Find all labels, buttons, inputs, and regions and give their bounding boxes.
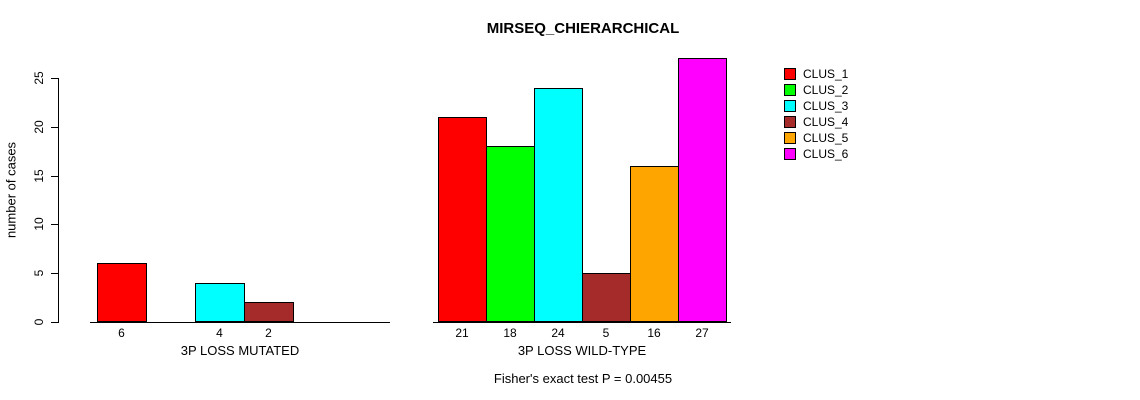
bar-clus_1-group1 <box>97 263 147 322</box>
legend-item-clus_6: CLUS_6 <box>784 146 848 162</box>
x-axis-line <box>90 322 390 323</box>
bar-clus_4-group2 <box>582 273 631 322</box>
y-axis-tick-label: 0 <box>32 318 46 326</box>
y-axis-tick-label: 20 <box>32 120 46 134</box>
group-label: 3P LOSS MUTATED <box>180 343 300 358</box>
legend-swatch-clus_3 <box>784 100 796 112</box>
legend-swatch-clus_2 <box>784 84 796 96</box>
legend-item-clus_5: CLUS_5 <box>784 130 848 146</box>
y-axis-tick <box>51 127 58 128</box>
annotation-fisher-test: Fisher's exact test P = 0.00455 <box>493 371 673 386</box>
bar-clus_2-group2 <box>486 146 535 322</box>
x-axis-line <box>433 322 731 323</box>
legend-label: CLUS_1 <box>803 67 849 81</box>
y-axis-tick-label: 15 <box>32 169 46 183</box>
legend-item-clus_2: CLUS_2 <box>784 82 848 98</box>
bar-value-label: 18 <box>503 326 517 340</box>
bar-clus_4-group1 <box>244 302 294 322</box>
legend-item-clus_1: CLUS_1 <box>784 66 848 82</box>
y-axis-line <box>58 78 59 323</box>
bar-value-label: 2 <box>265 326 272 340</box>
y-axis-label: number of cases <box>3 141 19 239</box>
bar-value-label: 27 <box>695 326 709 340</box>
bar-clus_6-group2 <box>678 58 727 322</box>
legend-item-clus_4: CLUS_4 <box>784 114 848 130</box>
bar-value-label: 6 <box>118 326 125 340</box>
bar-clus_1-group2 <box>438 117 487 322</box>
legend-swatch-clus_1 <box>784 68 796 80</box>
group-label: 3P LOSS WILD-TYPE <box>517 343 647 358</box>
legend-label: CLUS_2 <box>803 83 849 97</box>
y-axis-tick-label: 25 <box>32 71 46 85</box>
y-axis-tick <box>51 78 58 79</box>
y-axis-tick-label: 10 <box>32 217 46 231</box>
legend: CLUS_1 CLUS_2 CLUS_3 CLUS_4 CLUS_5 CLUS_6 <box>784 66 848 162</box>
legend-label: CLUS_3 <box>803 99 849 113</box>
y-axis-tick <box>51 224 58 225</box>
legend-swatch-clus_6 <box>784 148 796 160</box>
chart-title: MIRSEQ_CHIERARCHICAL <box>486 20 680 37</box>
legend-label: CLUS_6 <box>803 147 849 161</box>
legend-swatch-clus_5 <box>784 132 796 144</box>
bar-value-label: 21 <box>455 326 469 340</box>
bar-clus_5-group2 <box>630 166 679 322</box>
y-axis-tick <box>51 322 58 323</box>
y-axis-tick <box>51 176 58 177</box>
legend-swatch-clus_4 <box>784 116 796 128</box>
bar-clus_3-group1 <box>195 283 245 322</box>
bar-value-label: 16 <box>647 326 661 340</box>
bar-clus_3-group2 <box>534 88 583 322</box>
bar-value-label: 5 <box>602 326 610 340</box>
bar-value-label: 4 <box>216 326 223 340</box>
y-axis-tick <box>51 273 58 274</box>
legend-label: CLUS_4 <box>803 115 849 129</box>
legend-label: CLUS_5 <box>803 131 849 145</box>
bar-value-label: 24 <box>551 326 565 340</box>
y-axis-tick-label: 5 <box>32 269 46 277</box>
legend-item-clus_3: CLUS_3 <box>784 98 848 114</box>
